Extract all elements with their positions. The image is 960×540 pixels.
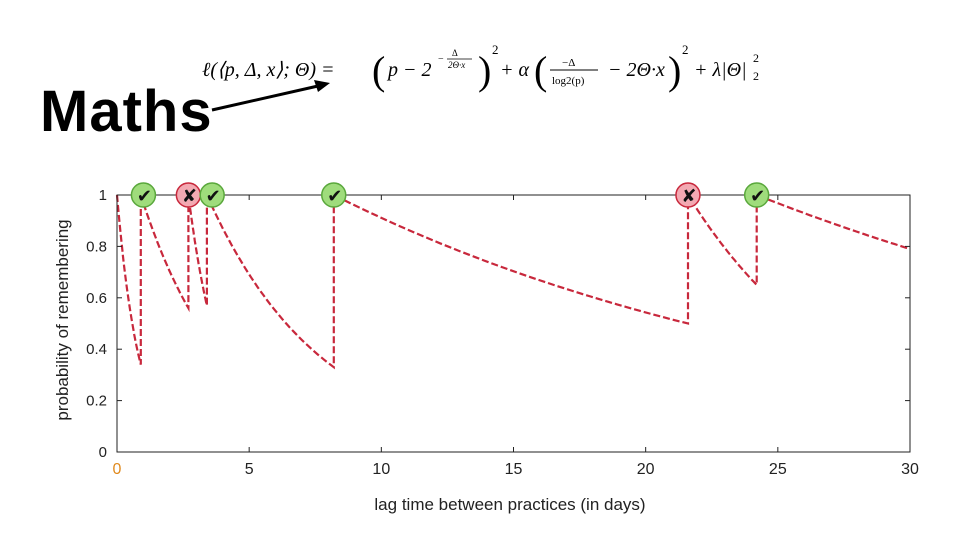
svg-text:(: ( (372, 48, 385, 93)
x-tick-label: 25 (769, 461, 787, 478)
x-tick-label: 30 (901, 461, 919, 478)
formula-reg: + λ|Θ| (694, 59, 747, 81)
formula-term2-frac-num: −Δ (562, 57, 575, 69)
formula-lhs: ℓ(⟨p, Δ, x⟩; Θ) = (202, 59, 334, 81)
slide-title: Maths (40, 79, 213, 144)
check-icon: ✔ (206, 186, 221, 207)
check-icon: ✔ (750, 186, 765, 207)
check-circle (321, 182, 347, 208)
formula-term1-base: p − 2 (386, 59, 432, 81)
correct-marker: ✔ (199, 182, 225, 208)
formula-term1-exp-den: 2Θ·x (448, 60, 465, 70)
plot-frame (116, 194, 911, 453)
cross-icon: ✘ (681, 186, 696, 207)
svg-text:): ) (478, 48, 491, 93)
svg-text:): ) (668, 48, 681, 93)
x-tick-label: 10 (372, 461, 390, 478)
memory-curve-line (115, 191, 911, 370)
check-circle (199, 182, 225, 208)
y-tick-label: 0.8 (86, 238, 107, 255)
formula-term2-frac-den: log2(p) (552, 75, 585, 87)
check-circle (743, 182, 770, 208)
x-tick-label: 0 (113, 461, 122, 478)
formula-term2-coef: + α (500, 59, 529, 81)
formula-square-1: 2 (492, 42, 499, 57)
title-arrow (211, 80, 330, 112)
x-tick-label: 5 (245, 461, 254, 478)
y-tick-label: 0.4 (86, 341, 107, 358)
incorrect-marker: ✘ (675, 182, 701, 208)
formula-square-2: 2 (682, 42, 689, 57)
y-tick-label: 0.2 (86, 393, 107, 410)
formula-term1-exp-num: Δ (452, 48, 458, 58)
y-tick-label: 0 (99, 444, 107, 461)
check-circle (130, 182, 157, 208)
cross-icon: ✘ (182, 186, 197, 207)
correct-marker: ✔ (321, 182, 347, 208)
check-icon: ✔ (327, 186, 342, 207)
check-icon: ✔ (137, 186, 152, 207)
incorrect-marker: ✘ (175, 182, 202, 208)
svg-text:(: ( (534, 48, 547, 93)
x-tick-label: 20 (637, 461, 655, 478)
formula-term2-sub: − 2Θ·x (608, 59, 665, 81)
formula-reg-sub: 2 (753, 69, 759, 83)
formula-term1-minus: − (438, 54, 444, 65)
formula-reg-sup: 2 (753, 51, 759, 65)
y-axis-label: probability of remembering (53, 219, 72, 420)
cross-circle (675, 182, 701, 208)
correct-marker: ✔ (130, 182, 157, 208)
y-tick-label: 0.6 (86, 290, 107, 307)
correct-marker: ✔ (743, 182, 770, 208)
x-axis-label: lag time between practices (in days) (374, 495, 645, 514)
loss-formula: ℓ(⟨p, Δ, x⟩; Θ) = ( p − 2 − Δ 2Θ·x ) 2 +… (202, 42, 759, 93)
y-tick-label: 1 (99, 187, 107, 204)
x-tick-label: 15 (505, 461, 523, 478)
